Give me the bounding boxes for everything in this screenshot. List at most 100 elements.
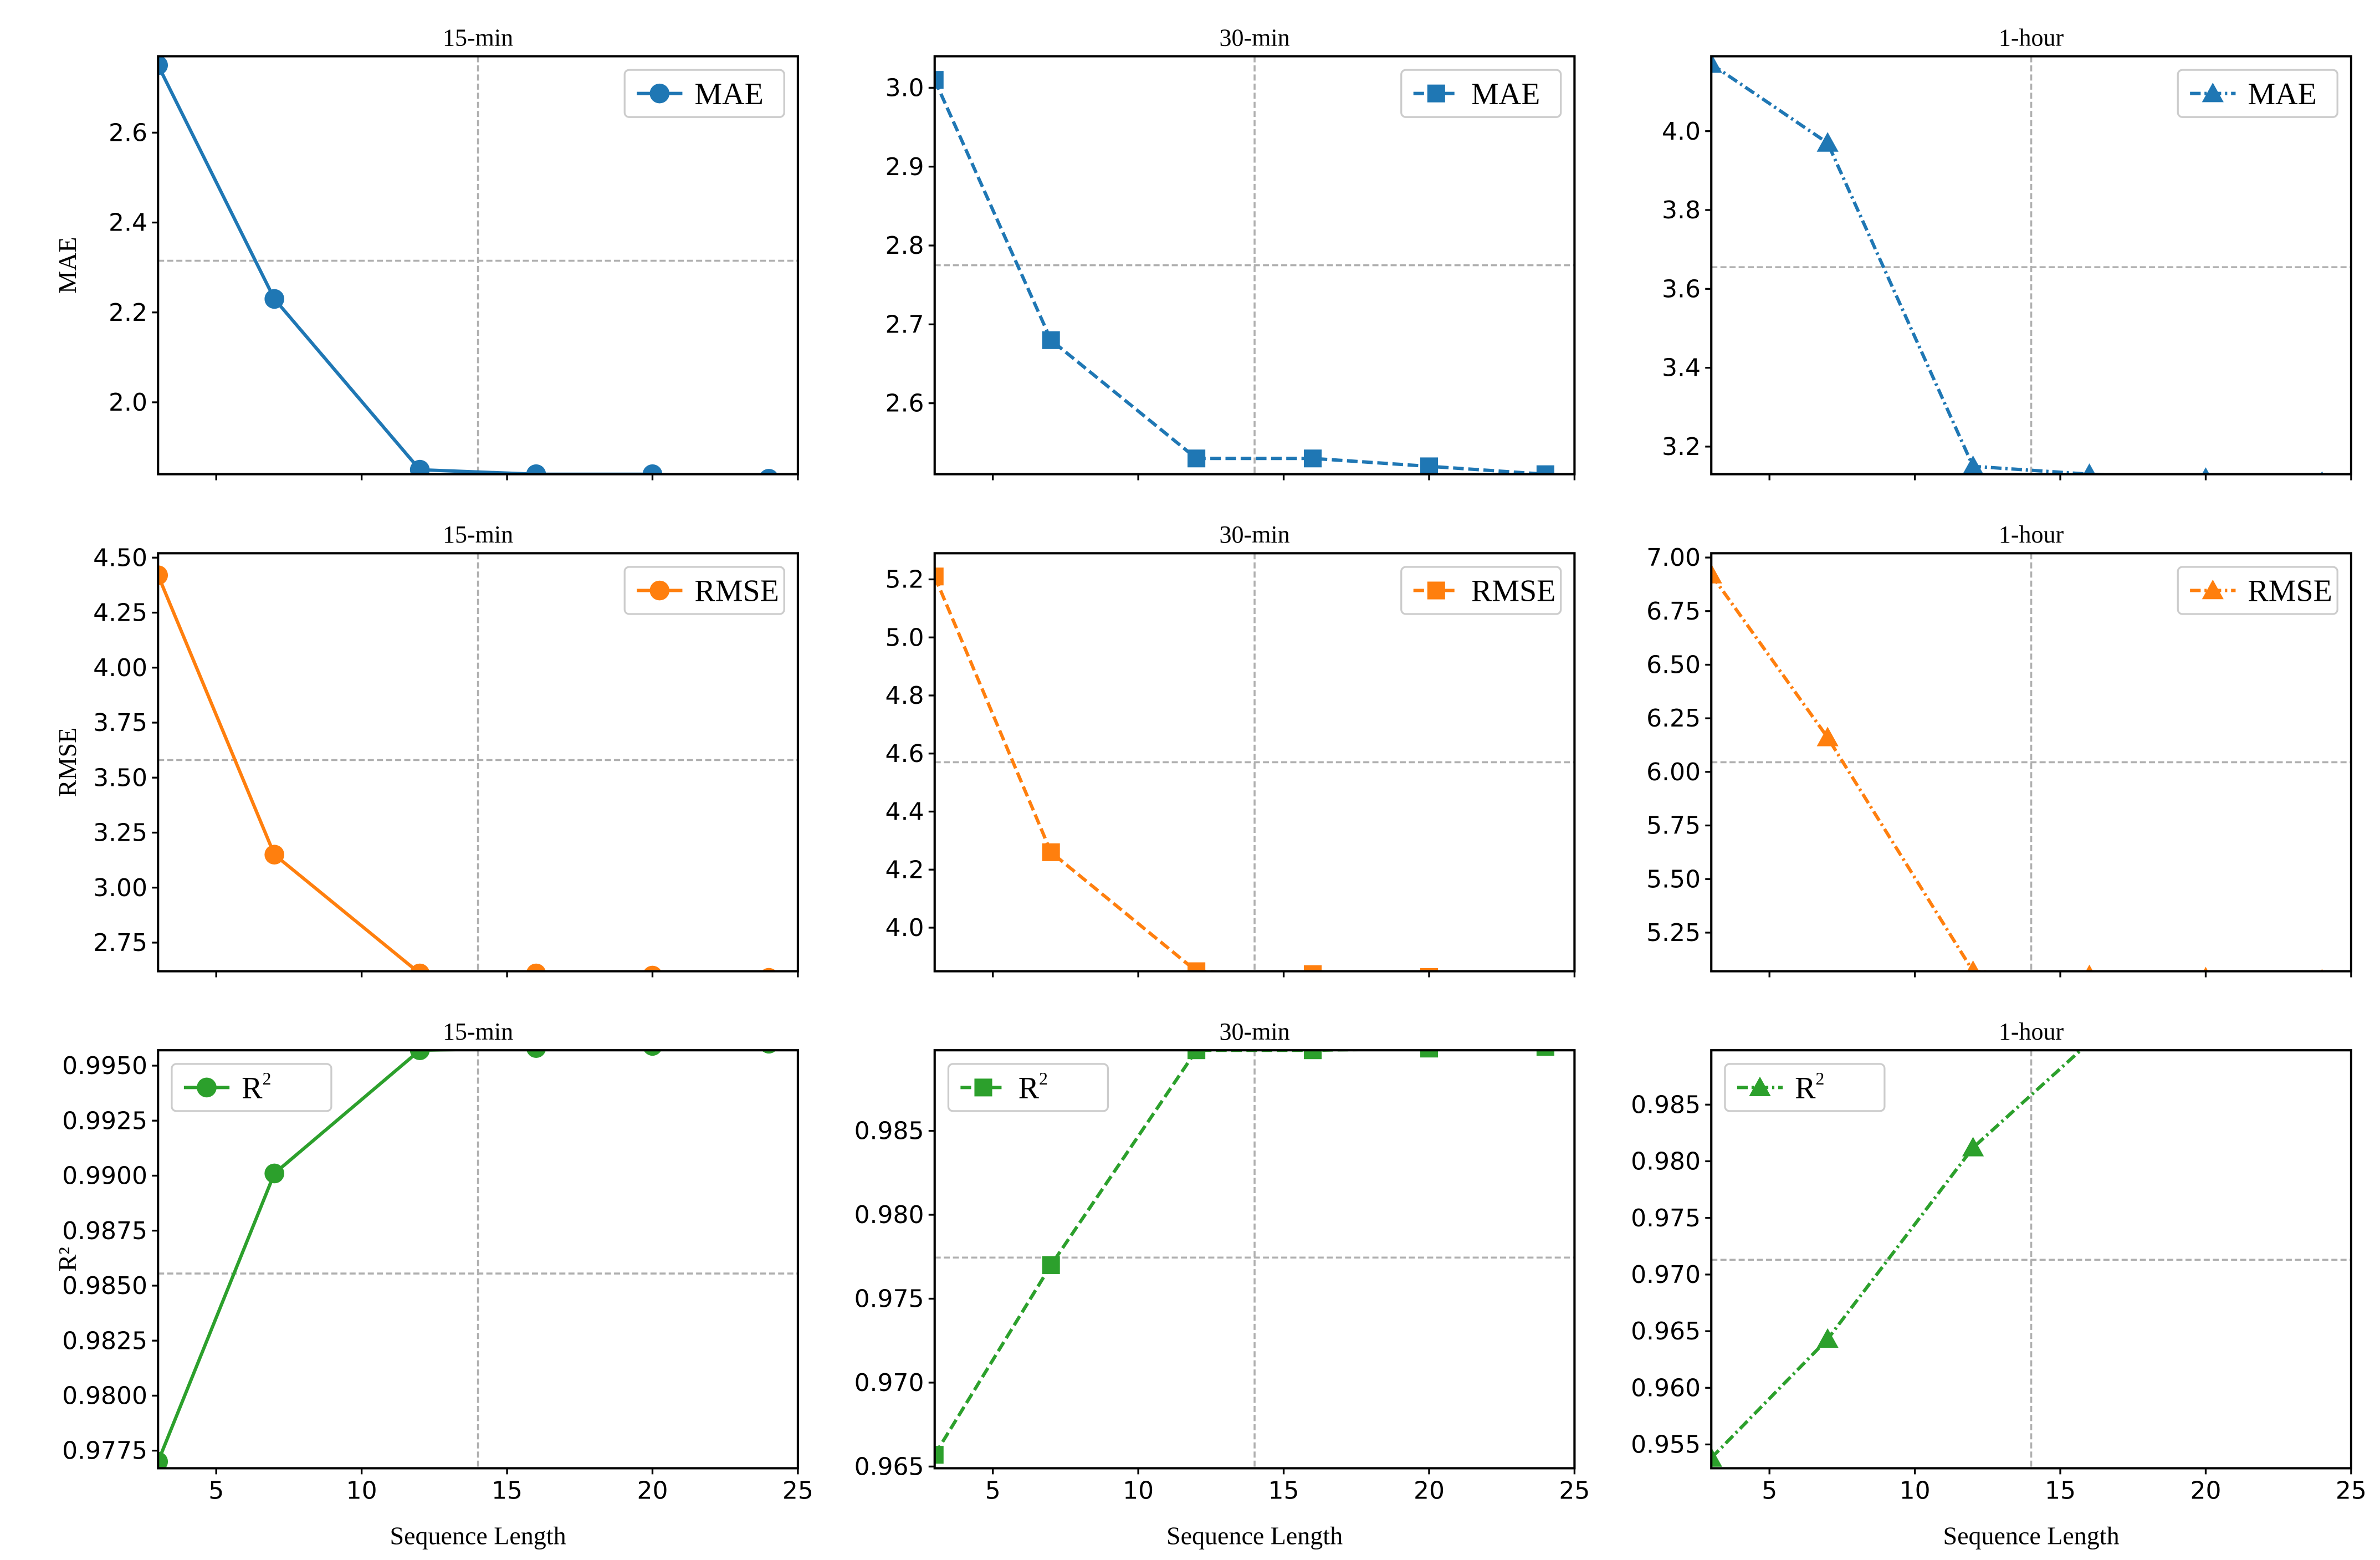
legend-marker <box>2202 579 2224 600</box>
y-tick-label: 2.2 <box>109 299 147 327</box>
axes-frame <box>933 1049 1576 1470</box>
y-tick-label: 0.9950 <box>62 1052 147 1080</box>
y-tick-label: 2.0 <box>109 388 147 417</box>
y-tick-label: 2.6 <box>886 390 924 418</box>
data-point <box>1537 971 1554 989</box>
x-tick-label: 5 <box>985 1476 1001 1505</box>
axes-frame <box>933 55 1576 475</box>
data-point <box>1962 1137 1984 1157</box>
legend-box <box>2177 566 2338 615</box>
panel-title: 1-hour <box>1999 1018 2064 1045</box>
x-axis-label: Sequence Length <box>390 1522 566 1550</box>
y-tick-label: 4.25 <box>93 599 147 627</box>
y-tick-label: 0.9850 <box>62 1272 147 1300</box>
panel-title: 15-min <box>443 24 513 51</box>
x-tick-label: 5 <box>1762 1476 1777 1505</box>
legend-marker <box>197 1077 217 1098</box>
data-point <box>934 567 944 586</box>
data-point <box>642 464 663 474</box>
y-tick-label: 2.75 <box>93 929 147 957</box>
legend-box <box>2177 69 2338 118</box>
y-tick-label: 3.50 <box>93 764 147 792</box>
legend: MAE <box>2177 69 2338 118</box>
panel-title: 30-min <box>1220 521 1290 548</box>
data-point <box>1420 1050 1439 1058</box>
data-point <box>1188 449 1206 468</box>
data-point <box>1711 56 1722 73</box>
legend-box <box>623 69 785 118</box>
legend-label: MAE <box>2248 77 2316 111</box>
legend-marker <box>974 1078 992 1097</box>
legend-marker <box>649 580 670 601</box>
data-point <box>1536 1050 1554 1056</box>
y-tick-label: 0.975 <box>1631 1204 1701 1232</box>
series-line <box>934 79 1546 474</box>
y-tick-label: 4.8 <box>886 682 924 710</box>
series-line <box>158 1050 509 1462</box>
x-tick-label: 15 <box>2045 1476 2076 1505</box>
data-point <box>643 1050 662 1056</box>
legend: R2 <box>1724 1063 1886 1112</box>
panel-title: 30-min <box>1220 24 1290 51</box>
y-tick-label: 0.980 <box>854 1201 924 1229</box>
y-tick-label: 0.9800 <box>62 1382 147 1410</box>
data-series <box>1711 564 2323 971</box>
data-point <box>1188 962 1206 971</box>
data-point <box>1303 965 1322 971</box>
axes-frame <box>1710 552 2352 973</box>
series-line <box>1711 574 2019 971</box>
x-tick-label: 25 <box>1559 1476 1590 1505</box>
panel-title: 15-min <box>443 1018 513 1045</box>
data-point <box>526 1050 546 1058</box>
data-point <box>934 71 944 89</box>
legend-box <box>1400 566 1562 615</box>
x-axis-label: Sequence Length <box>1943 1522 2120 1550</box>
y-tick-label: 0.9875 <box>62 1217 147 1245</box>
y-axis-label: R² <box>53 1247 81 1271</box>
x-tick-label: 20 <box>2190 1476 2221 1505</box>
axes-frame <box>157 55 799 475</box>
data-point <box>2085 964 2094 971</box>
data-point <box>1967 960 1979 971</box>
series-line <box>1711 1050 2084 1460</box>
y-tick-label: 0.970 <box>1631 1261 1701 1289</box>
y-tick-label: 0.955 <box>1631 1431 1701 1459</box>
legend: MAE <box>623 69 785 118</box>
axes-frame <box>1710 1049 2352 1470</box>
legend: MAE <box>1400 69 1562 118</box>
y-tick-label: 3.00 <box>93 874 147 902</box>
y-tick-label: 3.0 <box>886 74 924 102</box>
panel-title: 1-hour <box>1999 24 2064 51</box>
data-series <box>934 71 1554 474</box>
y-tick-label: 4.2 <box>886 856 924 884</box>
x-tick-label: 15 <box>1268 1476 1299 1505</box>
legend: R2 <box>171 1063 332 1112</box>
panel-title: 15-min <box>443 521 513 548</box>
y-tick-label: 0.9825 <box>62 1327 147 1355</box>
y-tick-label: 2.9 <box>886 153 924 181</box>
y-tick-label: 5.25 <box>1646 919 1701 947</box>
y-tick-label: 2.6 <box>109 119 147 147</box>
panel-rmse-1hour: 1-hour 5.25 5.50 5.75 6.00 6.25 6.50 6.75 7.00 RM… <box>1646 521 2352 978</box>
panel-r2-15min: 15-min 5 10 15 20 25 0.9775 0.9800 0.9825 0.9850 0… <box>53 1018 813 1550</box>
x-tick-label: 20 <box>637 1476 668 1505</box>
y-tick-label: 6.75 <box>1646 597 1701 626</box>
data-point <box>410 1050 430 1060</box>
y-tick-label: 0.960 <box>1631 1374 1701 1402</box>
data-series <box>1711 56 2324 474</box>
y-tick-label: 5.75 <box>1646 812 1701 840</box>
y-tick-label: 4.00 <box>93 654 147 682</box>
panel-mae-1hour: 1-hour 3.2 3.4 3.6 3.8 4.0 MAE <box>1662 24 2352 480</box>
x-tick-label: 25 <box>2336 1476 2367 1505</box>
y-tick-label: 5.0 <box>886 623 924 652</box>
x-axis-label: Sequence Length <box>1166 1522 1343 1550</box>
y-tick-label: 3.2 <box>1662 433 1701 461</box>
series-line <box>1711 63 2139 474</box>
data-point <box>1042 843 1060 861</box>
data-series <box>158 56 778 474</box>
data-series <box>1711 1050 2101 1467</box>
data-point <box>1816 727 1839 746</box>
x-tick-label: 5 <box>208 1476 224 1505</box>
data-point <box>158 1451 168 1469</box>
